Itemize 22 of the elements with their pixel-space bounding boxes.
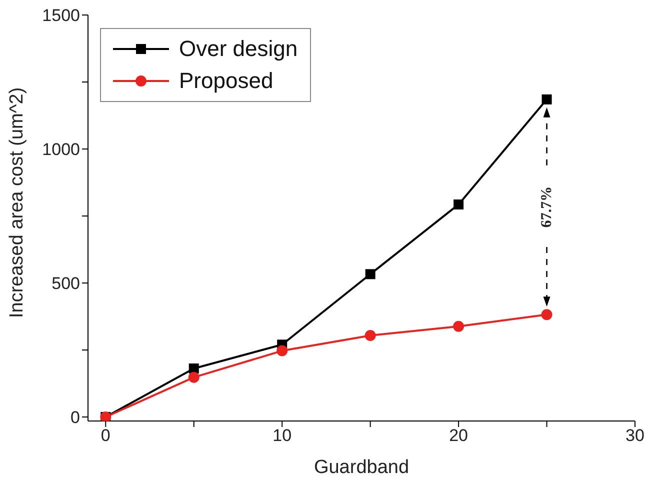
point bbox=[276, 345, 288, 356]
x-tick-label: 0 bbox=[100, 426, 110, 446]
x-axis-title: Guardband bbox=[314, 457, 410, 478]
x-tick-label: 10 bbox=[272, 426, 292, 446]
x-tick-label: 20 bbox=[449, 426, 468, 446]
y-tick-label: 0 bbox=[70, 408, 80, 428]
point bbox=[453, 320, 464, 332]
legend-label: Proposed bbox=[178, 67, 274, 95]
point bbox=[188, 372, 200, 383]
y-tick-label: 500 bbox=[52, 274, 80, 294]
point bbox=[454, 199, 464, 210]
legend-label: Over design bbox=[178, 35, 298, 63]
y-tick-label: 1000 bbox=[42, 140, 80, 160]
annotation: 67.7% bbox=[538, 186, 555, 228]
point bbox=[365, 269, 376, 280]
x-tick-label: 30 bbox=[626, 426, 644, 446]
point bbox=[188, 363, 199, 374]
point bbox=[542, 94, 552, 104]
y-axis-title: Increased area cost (um^2) bbox=[6, 87, 28, 318]
point bbox=[364, 330, 376, 342]
point bbox=[541, 309, 552, 320]
y-tick-label: 1500 bbox=[42, 6, 80, 26]
